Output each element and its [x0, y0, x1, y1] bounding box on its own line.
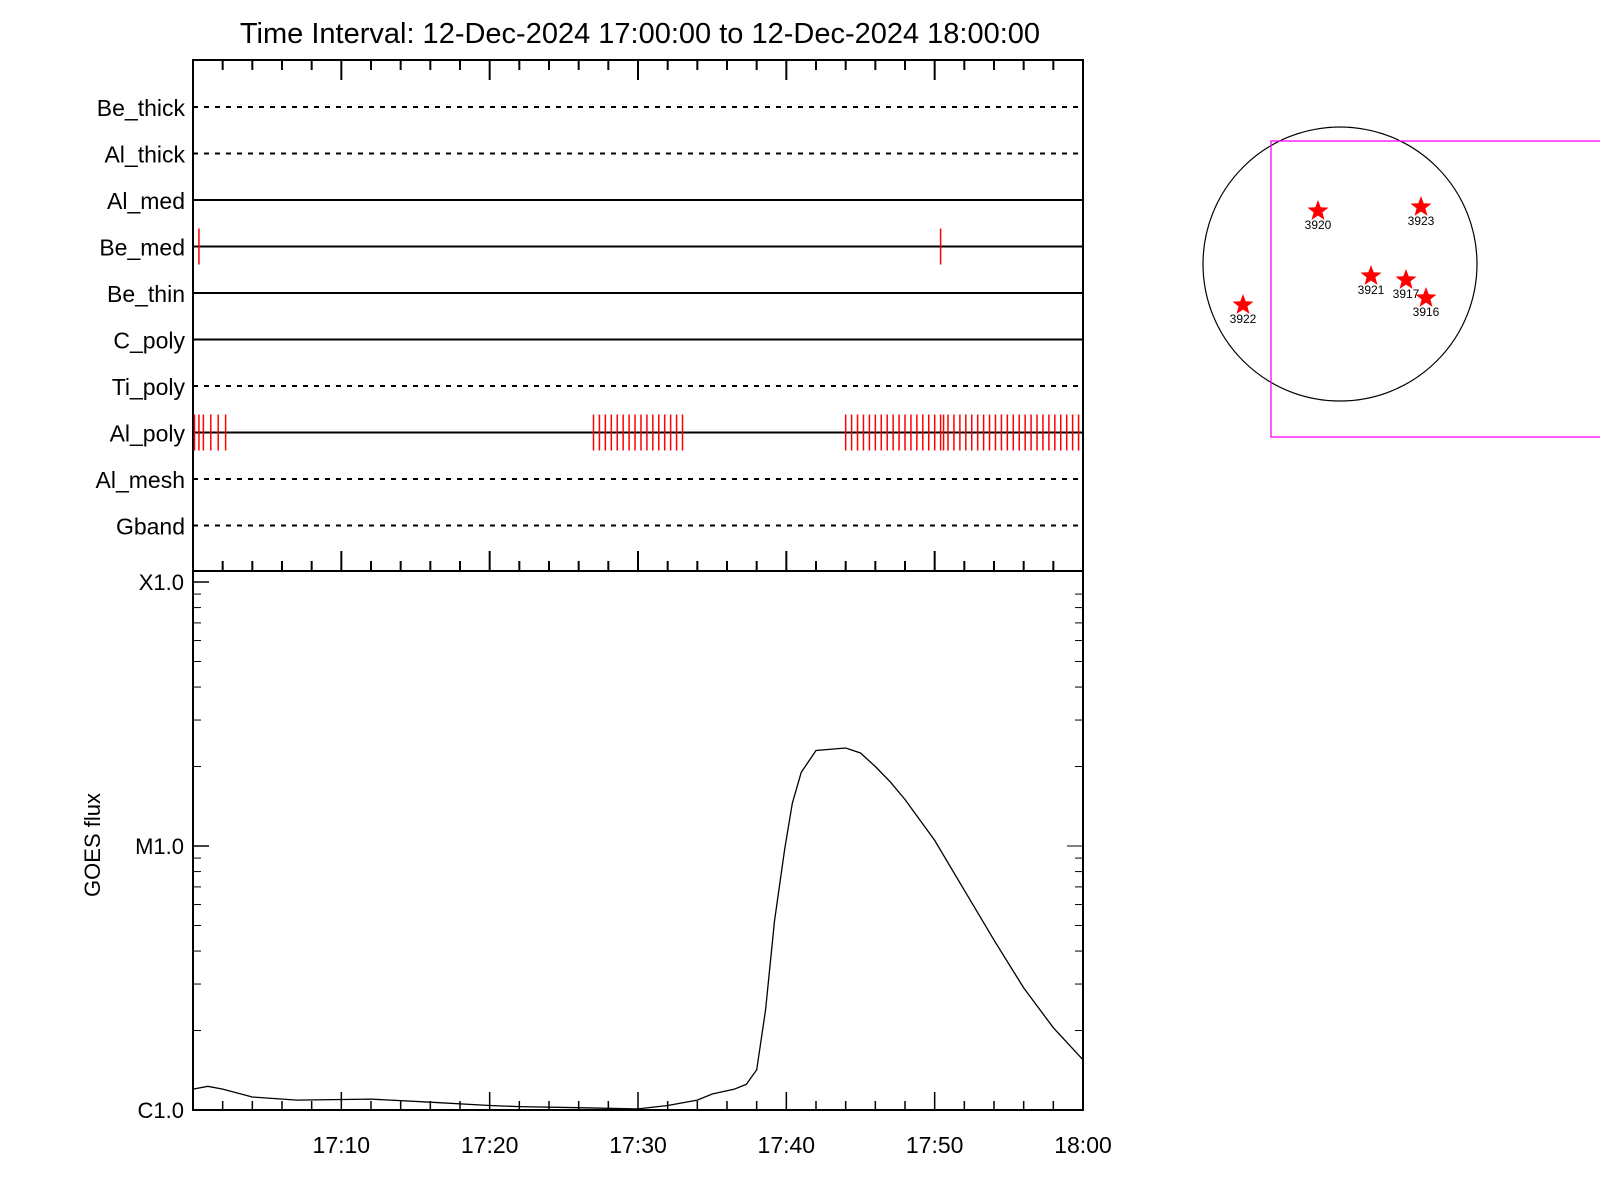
row-label-c_poly: C_poly [113, 328, 185, 354]
row-label-al_med: Al_med [107, 188, 185, 214]
row-label-gband: Gband [116, 514, 185, 540]
row-label-al_mesh: Al_mesh [96, 467, 185, 493]
flux-frame [192, 570, 1084, 1111]
active-region-label: 3920 [1305, 218, 1332, 232]
row-label-al_thick: Al_thick [104, 142, 185, 168]
y-axis-label: GOES flux [80, 793, 105, 897]
field-of-view-box [1270, 140, 1600, 438]
x-tick-label: 17:40 [758, 1132, 816, 1158]
x-tick-label: 17:20 [461, 1132, 519, 1158]
x-tick-label: 17:30 [609, 1132, 667, 1158]
active-region-label: 3921 [1358, 283, 1385, 297]
y-tick-label: M1.0 [135, 834, 184, 859]
x-tick-label: 17:10 [313, 1132, 371, 1158]
active-region-label: 3923 [1408, 214, 1435, 228]
y-tick-label: X1.0 [139, 570, 184, 595]
active-region-star [1307, 200, 1329, 220]
row-label-ti_poly: Ti_poly [112, 374, 186, 400]
active-region-star [1415, 287, 1437, 307]
goes-flux-panel: C1.0 M1.0 X1.0 17:10 17:20 17:30 17:40 17:50 18:… [135, 570, 1112, 1158]
solar-disk-map: 3920 3923 3921 3917 3916 3922 [1202, 126, 1600, 438]
active-region-label: 3916 [1413, 305, 1440, 319]
active-region-label: 3922 [1230, 312, 1257, 326]
y-tick-label: C1.0 [138, 1098, 184, 1123]
chart-title: Time Interval: 12-Dec-2024 17:00:00 to 1… [240, 18, 1040, 50]
instrument-timeline-panel: Be_thick Al_thick Al_med Be_med Be_thin C_pol… [96, 59, 1084, 572]
active-region-star [1360, 265, 1382, 285]
solar-limb-circle [1202, 126, 1478, 402]
row-label-be_thin: Be_thin [107, 281, 185, 307]
row-label-be_med: Be_med [99, 235, 185, 261]
active-region-star [1395, 269, 1417, 289]
active-region-label: 3917 [1393, 287, 1420, 301]
x-tick-label: 17:50 [906, 1132, 964, 1158]
row-label-be_thick: Be_thick [97, 95, 186, 121]
goes-flux-line [192, 747, 1084, 1110]
active-region-star [1410, 196, 1432, 216]
active-region-star [1232, 294, 1254, 314]
row-label-al_poly: Al_poly [110, 421, 186, 447]
timeline-frame [192, 59, 1084, 572]
x-tick-label: 18:00 [1054, 1132, 1112, 1158]
